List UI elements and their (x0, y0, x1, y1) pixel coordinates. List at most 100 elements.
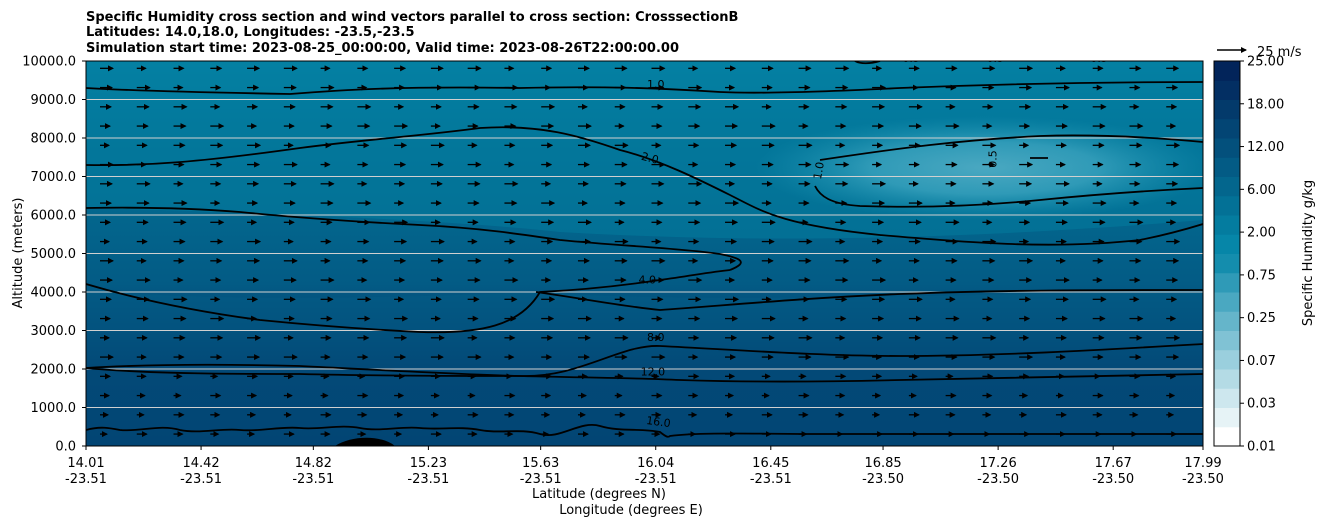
x-axis: 14.01-23.5114.42-23.5114.82-23.5115.23-2… (65, 446, 1224, 487)
contour-2.0-upper (86, 126, 1203, 246)
colorbar-segment (1214, 118, 1240, 139)
plot-area: 0.5 0.5 0.5 1.0 2.0 1.0 0.5 4.0 8.0 12.0 16.0 (86, 52, 1203, 446)
y-tick-label: 4000.0 (31, 286, 77, 301)
x-tick-label-lon: -23.50 (1182, 472, 1224, 487)
colorbar-tick-label: 18.00 (1247, 97, 1284, 112)
contour-label: 0.5 (902, 52, 920, 65)
contour-4.0 (86, 269, 1203, 334)
colorbar-segment (1214, 234, 1240, 254)
colorbar-tick-label: 0.07 (1247, 354, 1276, 369)
terrain-bump (335, 437, 395, 446)
contour-1.0-dry (819, 134, 1203, 161)
x-tick-label-lon: -23.50 (862, 472, 904, 487)
x-tick-label-lon: -23.51 (750, 472, 792, 487)
contour-label: 1.0 (647, 78, 665, 91)
colorbar-segment (1214, 176, 1240, 197)
colorbar-segment (1214, 272, 1240, 293)
colorbar-segment (1214, 330, 1240, 351)
x-tick-label-lon: -23.51 (292, 472, 334, 487)
x-tick-label-lat: 15.23 (410, 456, 447, 471)
x-tick-label-lat: 15.63 (522, 456, 559, 471)
colorbar-segment (1214, 138, 1240, 158)
colorbar: 0.01 0.03 0.07 0.25 0.75 2.00 6.00 12.00 18.00 25… (1213, 55, 1284, 455)
x-tick-label-lon: -23.51 (407, 472, 449, 487)
contour-label: 0.5 (987, 52, 1005, 65)
colorbar-frame (1213, 60, 1241, 447)
colorbar-segment (1214, 195, 1240, 216)
colorbar-tick-label: 6.00 (1247, 183, 1276, 198)
x-tick-label-lat: 14.82 (295, 456, 332, 471)
y-tick-label: 6000.0 (31, 209, 77, 224)
contour-16.0 (86, 423, 1203, 438)
x-tick-label-lon: -23.51 (180, 472, 222, 487)
x-tick-label-lat: 16.45 (752, 456, 789, 471)
colorbar-tick-label: 2.00 (1247, 226, 1276, 241)
y-tick-label: 5000.0 (31, 247, 77, 262)
colorbar-tick-label: 12.00 (1247, 140, 1284, 155)
colorbar-segment (1214, 157, 1240, 177)
colorbar-label: Specific Humidity g/kg (1301, 180, 1316, 326)
colorbar-tick-label: 25.00 (1247, 55, 1284, 70)
contour-1.0-upper (86, 81, 1203, 95)
contour-label: 16.0 (645, 414, 671, 430)
colorbar-segment (1214, 253, 1240, 274)
x-tick-label-lat: 17.99 (1184, 456, 1221, 471)
dry-region-fill (755, 116, 1203, 220)
quiver-key: 25 m/s (1217, 45, 1302, 60)
contour-8.0 (86, 343, 1203, 377)
contour-label: 2.0 (640, 150, 660, 167)
colorbar-segment (1214, 407, 1240, 428)
contour-label: 1.0 (811, 161, 827, 180)
colorbar-tick-label: 0.01 (1247, 440, 1276, 455)
colorbar-segment (1214, 80, 1240, 100)
colorbar-segment (1214, 61, 1240, 81)
y-tick-label: 10000.0 (22, 55, 76, 70)
x-tick-label-lat: 16.85 (864, 456, 901, 471)
colorbar-tick-label: 0.03 (1247, 397, 1276, 412)
contour-0.5-top (854, 61, 881, 65)
contour-label: 8.0 (647, 331, 665, 344)
y-tick-label: 2000.0 (31, 363, 77, 378)
colorbar-segment (1214, 215, 1240, 235)
contour-label: 0.5 (987, 150, 1000, 168)
chart-title: Specific Humidity cross section and wind… (86, 10, 738, 56)
y-tick-label: 1000.0 (31, 401, 77, 416)
quiver-key-label: 25 m/s (1257, 45, 1302, 60)
colorbar-tick-label: 0.75 (1247, 268, 1276, 283)
chart-title-line-1: Specific Humidity cross section and wind… (86, 10, 738, 25)
y-tick-label: 0.0 (55, 440, 76, 455)
x-axis-label-latitude: Latitude (degrees N) (532, 487, 666, 502)
y-axis: 0.0 1000.0 2000.0 3000.0 4000.0 5000.0 6000.0 7… (22, 55, 86, 455)
contour-labels: 0.5 0.5 0.5 1.0 2.0 1.0 0.5 4.0 8.0 12.0 16.0 (639, 52, 1108, 430)
colorbar-segment (1214, 426, 1240, 447)
chart-title-line-3: Simulation start time: 2023-08-25_00:00:… (86, 41, 679, 56)
contour-label: 0.5 (1090, 52, 1108, 65)
y-tick-label: 8000.0 (31, 132, 77, 147)
x-tick-label-lon: -23.50 (1092, 472, 1134, 487)
x-tick-label-lat: 14.01 (67, 456, 104, 471)
colorbar-segment (1214, 311, 1240, 331)
contour-1.0-dry-lower (814, 185, 1203, 208)
chart-title-line-2: Latitudes: 14.0,18.0, Longitudes: -23.5,… (86, 25, 415, 40)
colorbar-segment (1214, 349, 1240, 370)
x-tick-label-lat: 17.26 (980, 456, 1017, 471)
y-tick-label: 9000.0 (31, 93, 77, 108)
x-axis-label-longitude: Longitude (degrees E) (559, 503, 703, 518)
x-tick-label-lat: 14.42 (182, 456, 219, 471)
colorbar-segment (1214, 369, 1240, 389)
colorbar-tick-label: 0.25 (1247, 311, 1276, 326)
contour-label: 12.0 (641, 366, 666, 379)
contour-label: 4.0 (639, 274, 657, 287)
contour-12.0 (86, 367, 1203, 383)
x-tick-label-lon: -23.50 (977, 472, 1019, 487)
colorbar-segment (1214, 292, 1240, 312)
y-axis-label: Altitude (meters) (11, 198, 26, 309)
x-tick-label-lon: -23.51 (635, 472, 677, 487)
colorbar-segment (1214, 99, 1240, 120)
y-tick-label: 3000.0 (31, 324, 77, 339)
x-tick-label-lat: 17.67 (1095, 456, 1132, 471)
colorbar-segment (1214, 388, 1240, 408)
x-tick-label-lon: -23.51 (65, 472, 107, 487)
wind-vectors (100, 65, 1181, 438)
